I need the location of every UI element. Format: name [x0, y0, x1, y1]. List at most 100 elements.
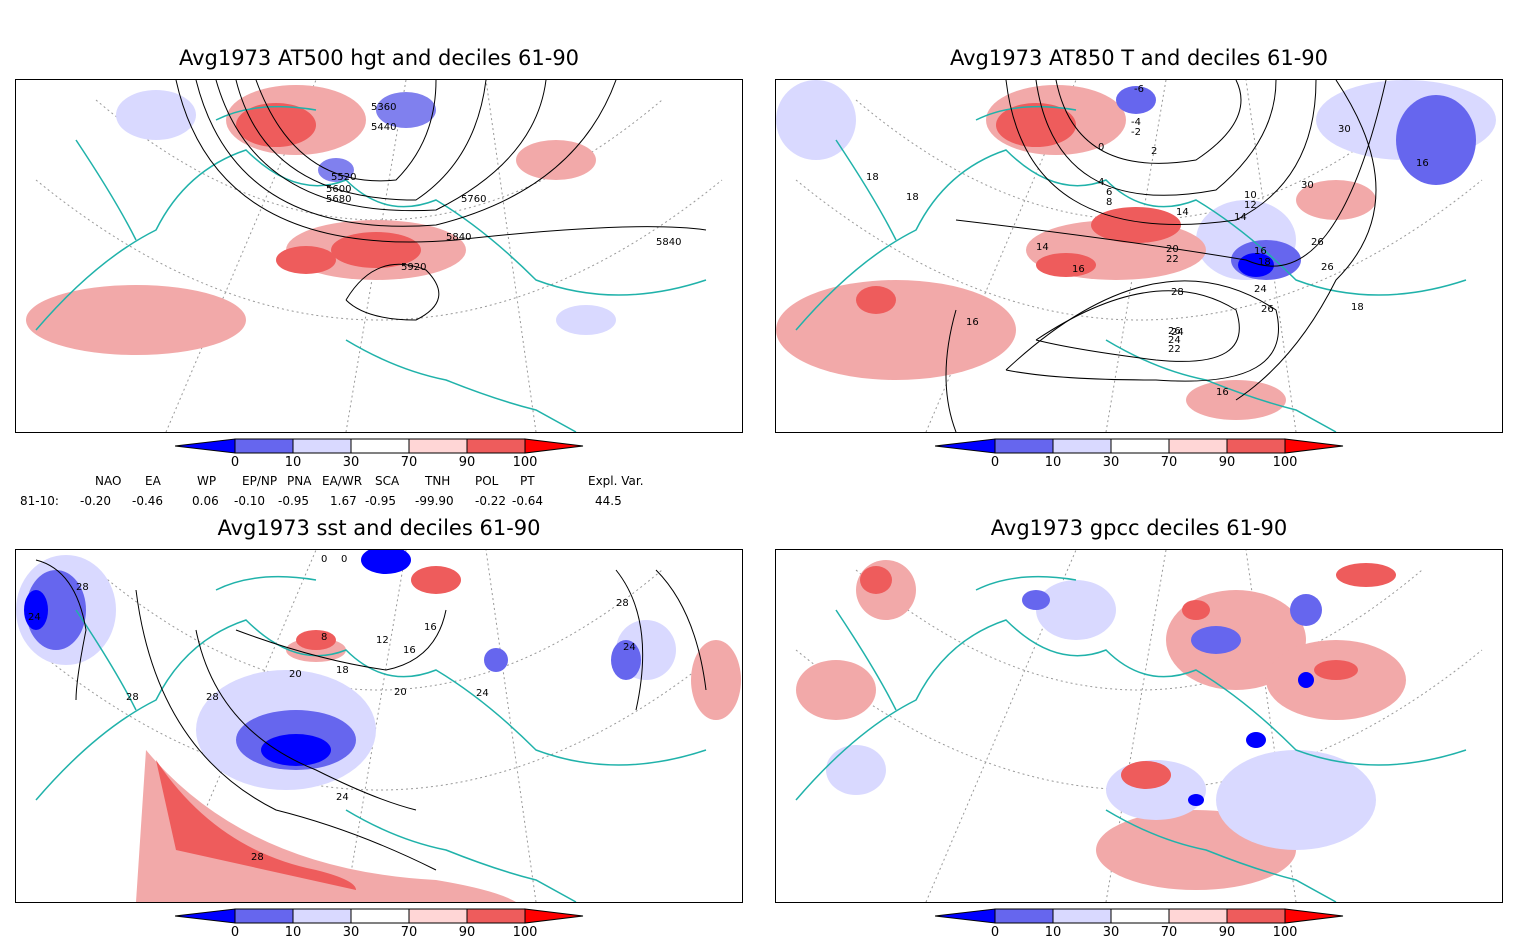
contour-label: -2 [1131, 127, 1141, 138]
colorbar-segment [524, 908, 584, 924]
contour-label: 5840 [446, 232, 471, 243]
contour-label: 28 [126, 692, 139, 703]
contour-label: 16 [1416, 158, 1429, 169]
colorbar-tick-label: 90 [1218, 455, 1236, 470]
colorbar-segment [408, 438, 468, 454]
colorbar-tick-label: 10 [1044, 455, 1062, 470]
index-value: -0.64 [512, 494, 544, 508]
index-value: 44.5 [595, 494, 622, 508]
map-panel-3: 24 28 28 28 8 12 16 16 18 20 20 24 24 24… [15, 549, 743, 903]
index-value: -0.10 [234, 494, 266, 508]
index-header: NAO [95, 474, 122, 488]
contour-label: 20 [394, 687, 407, 698]
colorbar-3: 0 10 30 70 90 100 [174, 908, 585, 948]
contour-label: 5920 [401, 262, 426, 273]
colorbar-tick-label: 30 [1102, 455, 1120, 470]
colorbar-tick-label: 100 [512, 925, 538, 940]
colorbar-segment [350, 438, 410, 454]
contour-label: 22 [1168, 344, 1181, 355]
contour-label: 24 [1168, 335, 1181, 346]
index-value: 1.67 [330, 494, 357, 508]
contour-label: 14 [1176, 207, 1189, 218]
contour-label: 28 [76, 582, 89, 593]
contour-label: 18 [1258, 257, 1271, 268]
colorbar-1: 0 10 30 70 90 100 [174, 438, 585, 478]
colorbar-segment [994, 908, 1054, 924]
colorbar-tick-label: 0 [230, 455, 240, 470]
index-value: -0.22 [475, 494, 507, 508]
contour-label: 22 [1166, 254, 1179, 265]
index-header: POL [475, 474, 499, 488]
index-value: -0.46 [132, 494, 164, 508]
contour-label: 28 [616, 598, 629, 609]
contour-label: 18 [1351, 302, 1364, 313]
index-value: -0.95 [365, 494, 397, 508]
contour-label: 6 [1106, 187, 1112, 198]
colorbar-tick-label: 90 [1218, 925, 1236, 940]
contour-label: 26 [1168, 326, 1181, 337]
colorbar-tick-label: 0 [230, 925, 240, 940]
contour-label: 14 [1234, 212, 1247, 223]
colorbar-tick-label: 100 [1272, 925, 1298, 940]
colorbar-tick-label: 100 [512, 455, 538, 470]
contour-label: 26 [1321, 262, 1334, 273]
index-header: Expl. Var. [588, 474, 644, 488]
colorbar-4: 0 10 30 70 90 100 [934, 908, 1345, 948]
panel-title-2: Avg1973 AT850 T and deciles 61-90 [949, 46, 1329, 70]
colorbar-segment [466, 908, 526, 924]
contour-label: 18 [866, 172, 879, 183]
colorbar-segment [174, 438, 236, 454]
map-panel-2: -6 -4 -2 0 2 4 6 8 10 12 14 14 14 16 16 … [775, 79, 1503, 433]
contour-label: 24 [28, 612, 41, 623]
colorbar-tick-label: 70 [400, 925, 418, 940]
colorbar-segment [1052, 908, 1112, 924]
contour-label: 5840 [656, 237, 681, 248]
colorbar-segment [292, 908, 352, 924]
index-header: EA [145, 474, 161, 488]
colorbar-tick-label: 70 [1160, 925, 1178, 940]
map-panel-1: 5360 5440 5520 5600 5680 5760 5840 5840 … [15, 79, 743, 433]
colorbar-tick-label: 10 [1044, 925, 1062, 940]
colorbar-segment [234, 908, 294, 924]
contour-label: 8 [1106, 197, 1112, 208]
contour-label: 5600 [326, 184, 351, 195]
index-header: SCA [375, 474, 400, 488]
contour-label: 20 [1166, 244, 1179, 255]
contour-label: 16 [403, 645, 416, 656]
contour-label: 16 [424, 622, 437, 633]
colorbar-segment [1226, 908, 1286, 924]
contour-label: 12 [376, 635, 389, 646]
index-header: PT [520, 474, 535, 488]
colorbar-segment [1110, 908, 1170, 924]
colorbar-tick-label: 70 [1160, 455, 1178, 470]
colorbar-segment [934, 438, 996, 454]
index-value: -99.90 [415, 494, 454, 508]
contour-label: 30 [1338, 124, 1351, 135]
colorbar-tick-label: 30 [342, 925, 360, 940]
colorbar-tick-label: 90 [458, 455, 476, 470]
colorbar-tick-label: 0 [990, 455, 1000, 470]
contour-label: 28 [251, 852, 264, 863]
contour-label: 28 [1171, 287, 1184, 298]
contour-label: 24 [476, 688, 489, 699]
colorbar-segment [524, 438, 584, 454]
colorbar-segment [408, 908, 468, 924]
colorbar-tick-label: 100 [1272, 455, 1298, 470]
contour-label: 24 [1171, 327, 1184, 338]
contour-label: 0 [1098, 142, 1104, 153]
colorbar-segment [466, 438, 526, 454]
colorbar-segment [292, 438, 352, 454]
contour-label: 12 [1244, 200, 1257, 211]
colorbar-segment [1168, 908, 1228, 924]
colorbar-segment [174, 908, 236, 924]
contour-label: 0 [341, 554, 347, 565]
contour-label: 5360 [371, 102, 396, 113]
colorbar-2: 0 10 30 70 90 100 [934, 438, 1345, 478]
contour-label: 10 [1244, 190, 1257, 201]
contour-label: 20 [289, 669, 302, 680]
colorbar-tick-label: 30 [1102, 925, 1120, 940]
contour-label: 24 [336, 792, 349, 803]
contour-label: 18 [336, 665, 349, 676]
colorbar-segment [1052, 438, 1112, 454]
index-value: 0.06 [192, 494, 219, 508]
